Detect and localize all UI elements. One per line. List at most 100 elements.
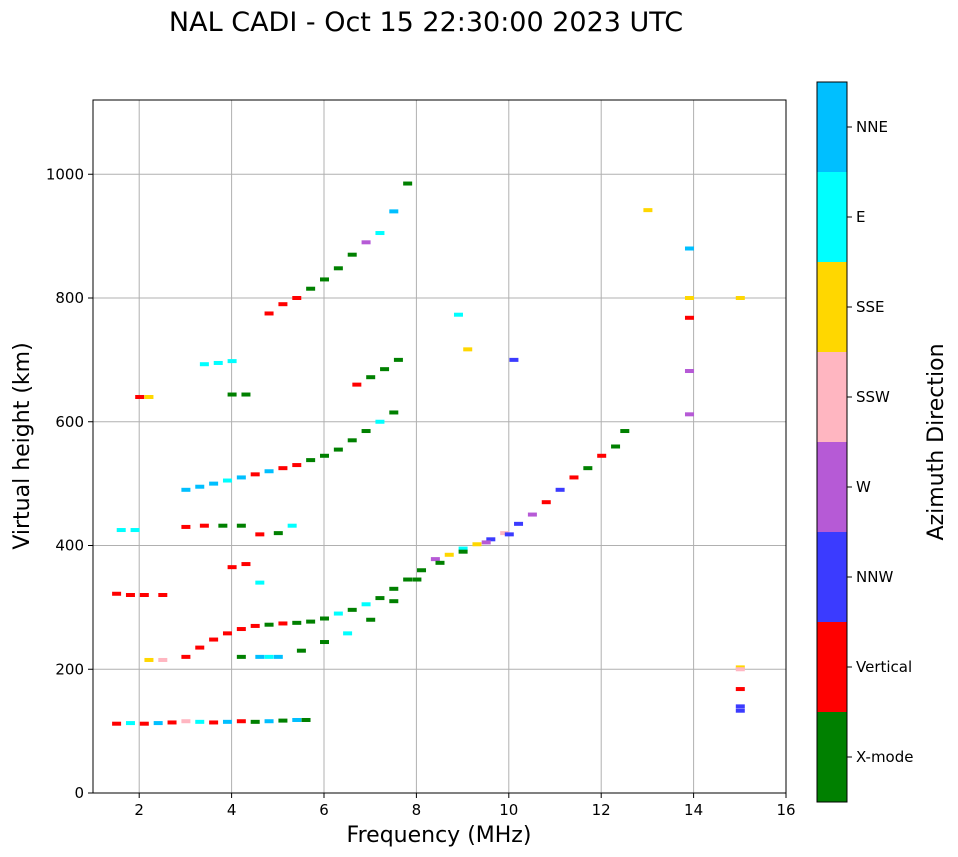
echo-point bbox=[213, 360, 223, 365]
echo-point bbox=[347, 607, 357, 612]
colorbar-tick-label: NNE bbox=[856, 118, 888, 136]
colorbar-swatch bbox=[817, 712, 847, 802]
echo-point bbox=[684, 246, 694, 251]
y-tick-label: 200 bbox=[55, 660, 84, 678]
echo-point bbox=[684, 369, 694, 374]
echo-point bbox=[463, 347, 473, 352]
echo-point bbox=[278, 718, 288, 723]
echo-point bbox=[181, 487, 191, 492]
colorbar-tick-label: Vertical bbox=[856, 658, 912, 676]
plot-border bbox=[92, 99, 787, 794]
echo-point bbox=[366, 375, 376, 380]
colorbar-border bbox=[816, 81, 848, 803]
echo-point bbox=[158, 593, 168, 597]
echo-point bbox=[181, 719, 191, 724]
echo-point bbox=[195, 484, 205, 489]
echo-point bbox=[403, 577, 413, 582]
colorbar-tick-label: E bbox=[856, 208, 865, 226]
colorbar-tick-label: SSE bbox=[856, 298, 885, 316]
echo-point bbox=[139, 593, 149, 597]
colorbar-swatch bbox=[817, 352, 847, 442]
colorbar-tick-label: X-mode bbox=[856, 748, 913, 766]
echo-point bbox=[509, 357, 519, 362]
echo-point bbox=[264, 719, 274, 724]
echo-point bbox=[486, 537, 496, 542]
echo-point bbox=[735, 708, 745, 713]
echo-point bbox=[255, 654, 265, 659]
echo-point bbox=[158, 657, 168, 662]
echo-point bbox=[527, 512, 537, 517]
colorbar-label: Azimuth Direction bbox=[924, 343, 949, 540]
echo-point bbox=[453, 312, 463, 317]
chart-title: NAL CADI - Oct 15 22:30:00 2023 UTC bbox=[169, 7, 683, 38]
echo-point bbox=[112, 721, 122, 726]
echo-point bbox=[333, 266, 343, 271]
colorbar-swatch bbox=[817, 442, 847, 532]
echo-point bbox=[472, 542, 482, 547]
echo-point bbox=[250, 623, 260, 628]
plot-area: 2 4 6 8 10 12 14 16 0 200 400 600 800 1000 bbox=[46, 99, 796, 819]
echo-point bbox=[735, 667, 745, 672]
x-tick-label: 10 bbox=[499, 801, 518, 819]
echo-point bbox=[264, 311, 274, 316]
echo-point bbox=[333, 447, 343, 452]
y-tick-label: 800 bbox=[55, 289, 84, 307]
echo-point bbox=[236, 719, 246, 724]
echo-point bbox=[236, 475, 246, 480]
echo-point bbox=[292, 463, 302, 468]
echo-point bbox=[181, 524, 191, 529]
echo-point bbox=[144, 657, 154, 662]
plot-frame bbox=[93, 100, 786, 793]
y-tick-label: 1000 bbox=[46, 165, 84, 183]
echo-point bbox=[684, 296, 694, 300]
echo-point bbox=[306, 286, 316, 291]
y-tick-label: 400 bbox=[55, 537, 84, 555]
echo-point bbox=[620, 429, 630, 434]
echo-point bbox=[375, 231, 385, 236]
echo-point bbox=[320, 277, 329, 282]
echo-point bbox=[292, 620, 302, 625]
echo-point bbox=[273, 654, 283, 659]
echo-point bbox=[255, 580, 265, 585]
echo-point bbox=[222, 631, 232, 636]
y-axis-ticks: 0 200 400 600 800 1000 bbox=[46, 165, 93, 802]
echo-point bbox=[144, 395, 154, 399]
echo-point bbox=[181, 654, 191, 659]
echo-point bbox=[236, 523, 246, 528]
echo-point bbox=[236, 627, 246, 632]
echo-point bbox=[444, 552, 454, 557]
echo-point bbox=[684, 412, 694, 417]
echo-point bbox=[569, 475, 579, 480]
echo-point bbox=[343, 631, 353, 636]
echo-point bbox=[541, 500, 551, 505]
x-axis-label: Frequency (MHz) bbox=[347, 823, 532, 848]
echo-point bbox=[112, 591, 122, 596]
grid-lines bbox=[93, 100, 787, 794]
echo-point bbox=[306, 619, 316, 624]
echo-point bbox=[287, 523, 297, 528]
echo-point bbox=[130, 528, 140, 533]
echo-point bbox=[500, 531, 510, 536]
echo-point bbox=[597, 453, 607, 458]
echo-point bbox=[255, 532, 265, 537]
echo-point bbox=[199, 523, 209, 528]
data-points bbox=[112, 181, 745, 726]
echo-point bbox=[389, 410, 399, 415]
echo-point bbox=[389, 586, 399, 591]
echo-point bbox=[292, 717, 302, 722]
y-tick-label: 0 bbox=[74, 784, 84, 802]
echo-point bbox=[273, 531, 283, 536]
echo-point bbox=[352, 382, 362, 387]
echo-point bbox=[135, 395, 145, 399]
echo-point bbox=[301, 717, 311, 722]
echo-point bbox=[209, 637, 219, 642]
echo-point bbox=[403, 181, 413, 186]
echo-point bbox=[735, 704, 745, 709]
echo-point bbox=[296, 648, 306, 653]
echo-point bbox=[347, 252, 357, 257]
echo-point bbox=[333, 611, 343, 616]
echo-point bbox=[264, 469, 274, 474]
echo-point bbox=[412, 577, 422, 582]
echo-point bbox=[278, 302, 288, 307]
echo-point bbox=[555, 487, 565, 492]
